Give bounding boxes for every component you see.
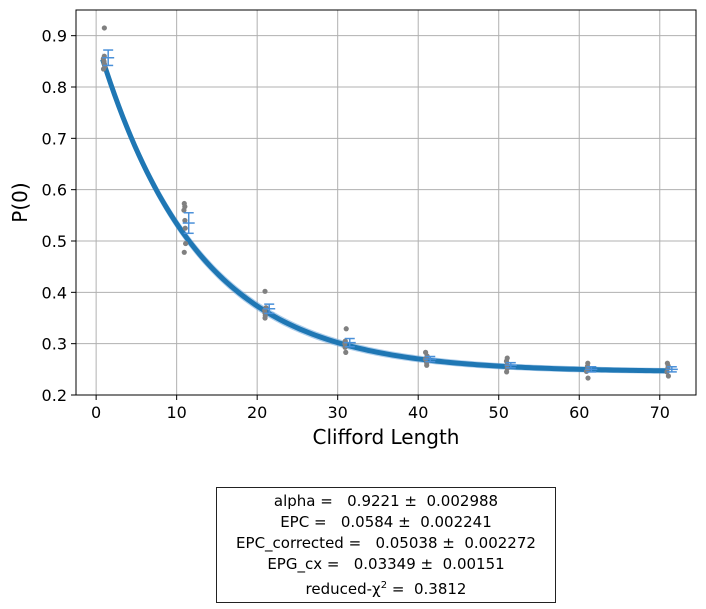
reduced-chi2-prefix: reduced-χ [306,580,381,598]
x-tick-label: 20 [247,403,267,422]
x-tick-label: 10 [166,403,186,422]
sample-point [424,363,429,368]
sample-point [183,226,188,231]
plot-frame [76,10,696,395]
sample-point [504,369,509,374]
x-axis-title: Clifford Length [312,425,459,449]
y-tick-label: 0.4 [42,283,67,302]
mean-errorbars [102,50,678,372]
alpha-stat: alpha = 0.9221 ± 0.002988 [274,491,498,512]
fit-statistics-box: alpha = 0.9221 ± 0.002988 EPC = 0.0584 ±… [216,487,556,603]
x-axis-ticks: 0 10 20 30 40 50 60 70 [91,395,670,422]
epc-corrected-stat: EPC_corrected = 0.05038 ± 0.002272 [236,533,536,554]
sample-point [183,241,188,246]
epc-stat: EPC = 0.0584 ± 0.002241 [280,512,492,533]
y-axis-ticks: 0.2 0.3 0.4 0.5 0.6 0.7 0.8 0.9 [42,27,76,405]
sample-point [343,350,348,355]
x-tick-label: 50 [489,403,509,422]
epg-cx-stat: EPG_cx = 0.03349 ± 0.00151 [267,554,504,575]
sample-point [344,326,349,331]
y-tick-label: 0.6 [42,181,67,200]
sample-point [182,250,187,255]
fit-curve-layer [103,59,667,371]
y-axis-title: P(0) [8,182,32,222]
x-tick-label: 30 [328,403,348,422]
x-tick-label: 0 [91,403,101,422]
sample-point [262,289,267,294]
sample-point [101,66,106,71]
sample-point [102,25,107,30]
reduced-chi2-stat: reduced-χ2 = 0.3812 [306,575,467,600]
x-tick-label: 60 [569,403,589,422]
sample-point [666,373,671,378]
y-tick-label: 0.9 [42,27,67,46]
y-tick-label: 0.5 [42,232,67,251]
y-tick-label: 0.3 [42,335,67,354]
fit-curve [103,59,667,371]
x-tick-label: 70 [650,403,670,422]
y-tick-label: 0.8 [42,78,67,97]
sample-point [585,375,590,380]
sample-points [101,25,671,380]
y-tick-label: 0.7 [42,129,67,148]
sample-point [262,315,267,320]
reduced-chi2-value: = 0.3812 [387,580,466,598]
x-tick-label: 40 [408,403,428,422]
grid-lines [76,10,696,395]
y-tick-label: 0.2 [42,386,67,405]
